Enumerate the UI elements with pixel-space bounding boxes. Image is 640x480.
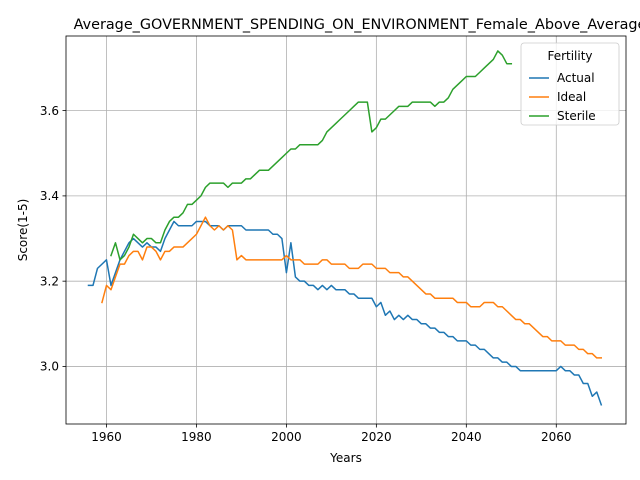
series-line-actual — [87, 220, 603, 406]
y-tick-label: 3.2 — [40, 274, 59, 288]
legend-box — [520, 42, 620, 126]
legend-title: Fertility — [547, 49, 592, 63]
x-tick-label: 2060 — [541, 430, 572, 444]
y-tick-label: 3.6 — [40, 104, 59, 118]
legend-label-actual: Actual — [557, 71, 595, 85]
y-tick-label: 3.4 — [40, 189, 59, 203]
series-line-sterile — [110, 50, 513, 261]
x-tick-label: 1960 — [91, 430, 122, 444]
legend-label-sterile: Sterile — [557, 109, 596, 123]
legend-label-ideal: Ideal — [557, 90, 586, 104]
x-tick-label: 2000 — [271, 430, 302, 444]
x-axis: 1960 1980 2000 2020 2040 2060 — [91, 424, 572, 444]
plot-frame — [65, 35, 627, 425]
series-lines — [87, 50, 603, 406]
y-axis: 3.0 3.2 3.4 3.6 — [40, 104, 66, 374]
y-tick-label: 3.0 — [40, 360, 59, 374]
x-tick-label: 1980 — [181, 430, 212, 444]
chart-title: Average_GOVERNMENT_SPENDING_ON_ENVIRONME… — [74, 17, 640, 33]
series-line-ideal — [101, 216, 603, 359]
legend: Fertility Actual Ideal Sterile — [520, 42, 620, 126]
x-axis-label: Years — [329, 451, 362, 465]
y-axis-label: Score(1-5) — [16, 199, 30, 262]
x-tick-label: 2020 — [361, 430, 392, 444]
x-tick-label: 2040 — [451, 430, 482, 444]
